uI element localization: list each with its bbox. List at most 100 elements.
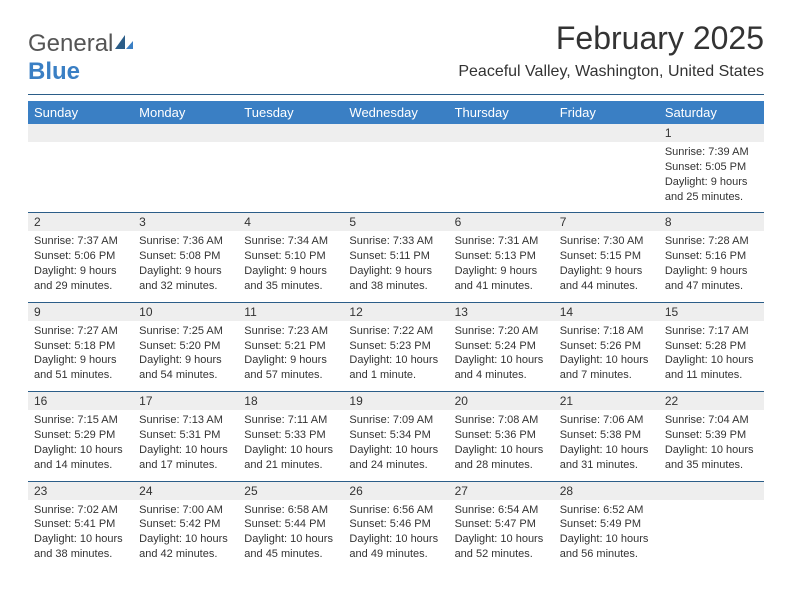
day-number: [28, 124, 133, 142]
daylight-line: Daylight: 9 hours and 38 minutes.: [349, 264, 442, 294]
sunset-line: Sunset: 5:10 PM: [244, 249, 337, 264]
daylight-line: Daylight: 10 hours and 24 minutes.: [349, 443, 442, 473]
day-header: Saturday: [659, 101, 764, 124]
calendar-cell: [449, 124, 554, 213]
calendar-week: 9Sunrise: 7:27 AMSunset: 5:18 PMDaylight…: [28, 302, 764, 391]
sunrise-line: Sunrise: 7:08 AM: [455, 413, 548, 428]
day-number: 20: [449, 392, 554, 410]
sunset-line: Sunset: 5:16 PM: [665, 249, 758, 264]
day-number: 11: [238, 303, 343, 321]
calendar-cell: 13Sunrise: 7:20 AMSunset: 5:24 PMDayligh…: [449, 302, 554, 391]
day-number: 2: [28, 213, 133, 231]
calendar-cell: 26Sunrise: 6:56 AMSunset: 5:46 PMDayligh…: [343, 481, 448, 570]
calendar-cell: [133, 124, 238, 213]
sunset-line: Sunset: 5:06 PM: [34, 249, 127, 264]
logo-sail-icon: [113, 30, 135, 58]
sunrise-line: Sunrise: 7:36 AM: [139, 234, 232, 249]
sunset-line: Sunset: 5:29 PM: [34, 428, 127, 443]
daylight-line: Daylight: 10 hours and 11 minutes.: [665, 353, 758, 383]
daylight-line: Daylight: 9 hours and 35 minutes.: [244, 264, 337, 294]
daylight-line: Daylight: 9 hours and 32 minutes.: [139, 264, 232, 294]
daylight-line: Daylight: 9 hours and 57 minutes.: [244, 353, 337, 383]
calendar-cell: 22Sunrise: 7:04 AMSunset: 5:39 PMDayligh…: [659, 392, 764, 481]
sunset-line: Sunset: 5:05 PM: [665, 160, 758, 175]
sunset-line: Sunset: 5:26 PM: [560, 339, 653, 354]
location-line: Peaceful Valley, Washington, United Stat…: [458, 63, 764, 81]
sunset-line: Sunset: 5:08 PM: [139, 249, 232, 264]
day-number: 3: [133, 213, 238, 231]
daylight-line: Daylight: 9 hours and 41 minutes.: [455, 264, 548, 294]
sunset-line: Sunset: 5:47 PM: [455, 517, 548, 532]
day-number: [554, 124, 659, 142]
day-number: 16: [28, 392, 133, 410]
day-number: 13: [449, 303, 554, 321]
title-block: February 2025 Peaceful Valley, Washingto…: [458, 20, 764, 81]
daylight-line: Daylight: 9 hours and 29 minutes.: [34, 264, 127, 294]
sunrise-line: Sunrise: 6:54 AM: [455, 503, 548, 518]
sunrise-line: Sunrise: 7:06 AM: [560, 413, 653, 428]
header: General Blue February 2025 Peaceful Vall…: [28, 20, 764, 86]
day-number: 10: [133, 303, 238, 321]
calendar-cell: 25Sunrise: 6:58 AMSunset: 5:44 PMDayligh…: [238, 481, 343, 570]
calendar-cell: [659, 481, 764, 570]
sunset-line: Sunset: 5:46 PM: [349, 517, 442, 532]
sunset-line: Sunset: 5:41 PM: [34, 517, 127, 532]
sunset-line: Sunset: 5:18 PM: [34, 339, 127, 354]
day-number: [449, 124, 554, 142]
daylight-line: Daylight: 9 hours and 54 minutes.: [139, 353, 232, 383]
sunrise-line: Sunrise: 7:15 AM: [34, 413, 127, 428]
daylight-line: Daylight: 10 hours and 38 minutes.: [34, 532, 127, 562]
calendar-cell: 8Sunrise: 7:28 AMSunset: 5:16 PMDaylight…: [659, 213, 764, 302]
daylight-line: Daylight: 9 hours and 51 minutes.: [34, 353, 127, 383]
sunset-line: Sunset: 5:11 PM: [349, 249, 442, 264]
day-header: Tuesday: [238, 101, 343, 124]
calendar-cell: 23Sunrise: 7:02 AMSunset: 5:41 PMDayligh…: [28, 481, 133, 570]
sunrise-line: Sunrise: 7:22 AM: [349, 324, 442, 339]
calendar-cell: 3 Sunrise: 7:36 AMSunset: 5:08 PMDaylight…: [133, 213, 238, 302]
calendar-cell: 17Sunrise: 7:13 AMSunset: 5:31 PMDayligh…: [133, 392, 238, 481]
sunset-line: Sunset: 5:20 PM: [139, 339, 232, 354]
sunrise-line: Sunrise: 6:56 AM: [349, 503, 442, 518]
sunrise-line: Sunrise: 7:02 AM: [34, 503, 127, 518]
day-header: Friday: [554, 101, 659, 124]
calendar-cell: 11Sunrise: 7:23 AMSunset: 5:21 PMDayligh…: [238, 302, 343, 391]
day-number: 22: [659, 392, 764, 410]
calendar-cell: 20 Sunrise: 7:08 AMSunset: 5:36 PMDayligh…: [449, 392, 554, 481]
day-number: 28: [554, 482, 659, 500]
calendar-cell: 7Sunrise: 7:30 AMSunset: 5:15 PMDaylight…: [554, 213, 659, 302]
day-number: 15: [659, 303, 764, 321]
sunrise-line: Sunrise: 7:23 AM: [244, 324, 337, 339]
sunrise-line: Sunrise: 6:58 AM: [244, 503, 337, 518]
sunrise-line: Sunrise: 7:28 AM: [665, 234, 758, 249]
calendar-cell: [554, 124, 659, 213]
calendar-cell: [28, 124, 133, 213]
day-number: 1: [659, 124, 764, 142]
calendar-cell: 12Sunrise: 7:22 AMSunset: 5:23 PMDayligh…: [343, 302, 448, 391]
sunset-line: Sunset: 5:34 PM: [349, 428, 442, 443]
daylight-line: Daylight: 10 hours and 56 minutes.: [560, 532, 653, 562]
sunrise-line: Sunrise: 7:31 AM: [455, 234, 548, 249]
sunrise-line: Sunrise: 7:00 AM: [139, 503, 232, 518]
calendar-week: 2Sunrise: 7:37 AMSunset: 5:06 PMDaylight…: [28, 213, 764, 302]
calendar-cell: 2Sunrise: 7:37 AMSunset: 5:06 PMDaylight…: [28, 213, 133, 302]
day-number: 4: [238, 213, 343, 231]
calendar-head: SundayMondayTuesdayWednesdayThursdayFrid…: [28, 101, 764, 124]
day-number: 6: [449, 213, 554, 231]
header-divider: [28, 94, 764, 95]
month-title: February 2025: [458, 20, 764, 57]
calendar-cell: 16Sunrise: 7:15 AMSunset: 5:29 PMDayligh…: [28, 392, 133, 481]
calendar-body: 1Sunrise: 7:39 AMSunset: 5:05 PMDaylight…: [28, 124, 764, 570]
sunset-line: Sunset: 5:36 PM: [455, 428, 548, 443]
calendar-cell: 19Sunrise: 7:09 AMSunset: 5:34 PMDayligh…: [343, 392, 448, 481]
daylight-line: Daylight: 9 hours and 44 minutes.: [560, 264, 653, 294]
sunrise-line: Sunrise: 7:34 AM: [244, 234, 337, 249]
day-number: [343, 124, 448, 142]
daylight-line: Daylight: 9 hours and 47 minutes.: [665, 264, 758, 294]
sunset-line: Sunset: 5:31 PM: [139, 428, 232, 443]
daylight-line: Daylight: 10 hours and 28 minutes.: [455, 443, 548, 473]
sunrise-line: Sunrise: 7:04 AM: [665, 413, 758, 428]
day-number: [238, 124, 343, 142]
day-number: 12: [343, 303, 448, 321]
day-number: 18: [238, 392, 343, 410]
calendar-cell: 9Sunrise: 7:27 AMSunset: 5:18 PMDaylight…: [28, 302, 133, 391]
